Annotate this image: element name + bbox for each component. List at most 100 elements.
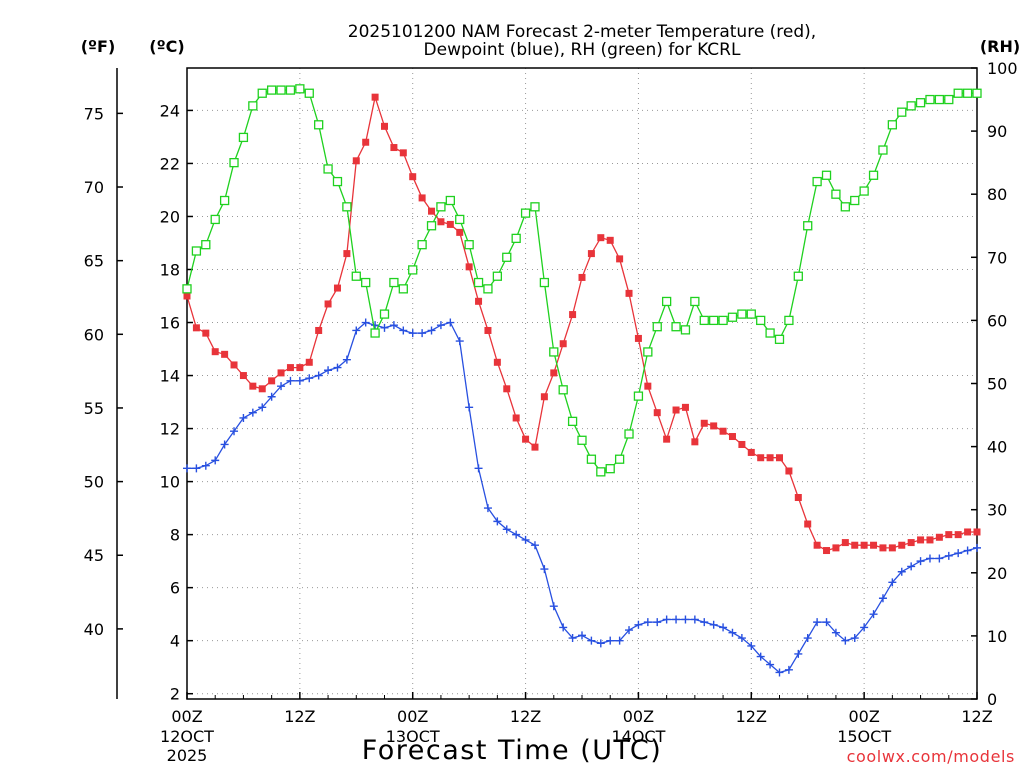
rh-point [821, 170, 832, 180]
rh-point [944, 94, 954, 105]
temperature-point [870, 541, 878, 549]
rh-point [238, 132, 249, 143]
rh-point [643, 347, 653, 357]
rh-point [417, 240, 427, 250]
dewpoint-point [361, 318, 370, 327]
c-tick-label: 20 [160, 207, 180, 226]
rh-point [727, 312, 738, 322]
rh-point [351, 271, 361, 281]
temperature-point [879, 544, 887, 552]
rh-point [370, 328, 380, 338]
dewpoint-point [352, 326, 361, 335]
dewpoint-point [267, 392, 276, 401]
dewpoint-point [559, 623, 568, 632]
rh-point [699, 315, 709, 326]
dewpoint-point [907, 562, 916, 571]
f-tick-label: 50 [84, 473, 104, 492]
temperature-point [268, 377, 276, 385]
temperature-point [221, 350, 229, 358]
rh-point [257, 88, 267, 98]
dewpoint-point [399, 326, 408, 335]
temperature-point [719, 427, 727, 435]
temperature-point [644, 382, 652, 390]
rh-point [887, 120, 898, 130]
temperature-point [352, 157, 360, 165]
temperature-point [691, 438, 699, 446]
rh-point [765, 328, 775, 338]
rh-point [680, 325, 691, 335]
temperature-point [776, 454, 783, 462]
dewpoint-point [766, 660, 775, 669]
rh-point [840, 202, 850, 212]
temperature-point [832, 544, 840, 552]
c-tick-label: 12 [160, 420, 180, 439]
rh-point [925, 94, 935, 105]
c-tick-label: 6 [170, 579, 180, 598]
dewpoint-point [690, 615, 699, 624]
rh-point [285, 85, 296, 95]
dewpoint-point [277, 382, 286, 391]
dewpoint-point [239, 413, 248, 422]
temperature-point [766, 454, 774, 462]
x-tick-date-label: 15OCT [837, 727, 891, 746]
temperature-point [239, 372, 247, 380]
dewpoint-point [465, 403, 474, 412]
temperature-point [616, 255, 624, 263]
rh-point [219, 195, 230, 206]
rh-tick-label: 0 [987, 690, 997, 709]
temperature-point [813, 541, 821, 549]
dewpoint-point [813, 618, 822, 627]
temperature-point [249, 382, 257, 390]
rh-point [558, 385, 568, 395]
temperature-point [681, 403, 689, 411]
c-tick-label: 16 [160, 314, 180, 333]
temperature-point [315, 326, 323, 334]
rh-point [266, 85, 277, 95]
x-tick-date-label: 13OCT [386, 727, 440, 746]
rh-point [803, 221, 813, 231]
rh-point [436, 202, 446, 212]
rh-point [229, 157, 239, 168]
series-temperature [183, 93, 981, 555]
rh-point [577, 435, 587, 445]
temperature-point [738, 440, 746, 448]
dewpoint-point [493, 517, 502, 526]
temperature-point [794, 494, 802, 502]
x-tick-label: 00Z [171, 707, 202, 726]
rh-point [868, 170, 879, 180]
dewpoint-point [831, 628, 840, 637]
dewpoint-point [897, 567, 906, 576]
rh-point [624, 429, 634, 439]
dewpoint-point [784, 665, 793, 674]
rh-point [455, 214, 465, 225]
series-layer [182, 84, 982, 677]
temperature-point [907, 539, 915, 547]
dewpoint-point [512, 530, 521, 539]
temperature-point [973, 528, 981, 536]
temperature-point [597, 234, 605, 242]
temperature-point [192, 324, 200, 332]
rh-point [473, 277, 484, 288]
temperature-point [371, 93, 379, 101]
rh-tick-label: 90 [987, 122, 1007, 141]
temperature-point [728, 433, 736, 441]
c-tick-label: 18 [160, 260, 180, 279]
temperature-point [710, 422, 718, 430]
rh-tick-label: 80 [987, 185, 1007, 204]
rh-tick-label: 40 [987, 438, 1007, 457]
temperature-point [277, 369, 285, 377]
rh-tick-label: 100 [987, 59, 1018, 78]
temperature-point [333, 284, 341, 292]
rh-point [850, 195, 860, 206]
rh-point [426, 221, 437, 231]
rh-point [342, 202, 352, 212]
dewpoint-point [747, 641, 756, 650]
rh-tick-label: 50 [987, 375, 1007, 394]
temperature-point [390, 144, 398, 152]
rh-point [445, 195, 455, 206]
rh-tick-label: 60 [987, 311, 1007, 330]
f-tick-label: 65 [84, 252, 104, 271]
dewpoint-point [324, 366, 333, 375]
rh-point [793, 271, 803, 281]
